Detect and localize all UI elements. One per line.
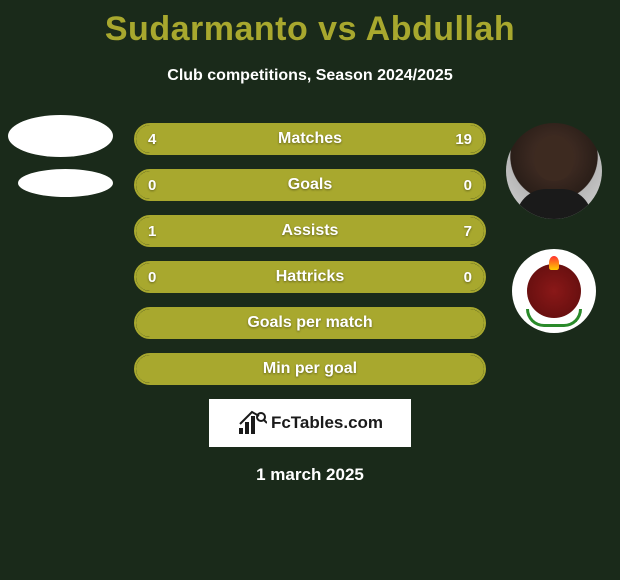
stat-row: Min per goal [134, 353, 486, 385]
stat-label: Goals [288, 176, 332, 194]
stat-value-right: 19 [455, 131, 472, 148]
stat-label: Assists [282, 222, 339, 240]
stat-value-right: 0 [464, 177, 472, 194]
stat-value-left: 0 [148, 177, 156, 194]
date-label: 1 march 2025 [0, 465, 620, 485]
stat-value-left: 0 [148, 269, 156, 286]
page-title: Sudarmanto vs Abdullah [0, 0, 620, 49]
branding-text: FcTables.com [271, 413, 383, 433]
branding-banner[interactable]: FcTables.com [209, 399, 411, 447]
stat-fill-left [136, 125, 195, 153]
stat-value-left: 4 [148, 131, 156, 148]
stat-row: 1 Assists 7 [134, 215, 486, 247]
stats-list: 4 Matches 19 0 Goals 0 1 Assists 7 0 Hattricks 0 Goa… [0, 123, 620, 385]
stat-row: 4 Matches 19 [134, 123, 486, 155]
stat-label: Hattricks [276, 268, 344, 286]
stat-value-right: 7 [464, 223, 472, 240]
fctables-logo-icon [237, 410, 267, 436]
stat-label: Goals per match [247, 314, 372, 332]
stat-value-right: 0 [464, 269, 472, 286]
stat-row: 0 Hattricks 0 [134, 261, 486, 293]
stat-row: Goals per match [134, 307, 486, 339]
stat-row: 0 Goals 0 [134, 169, 486, 201]
stat-fill-left [136, 217, 181, 245]
subtitle: Club competitions, Season 2024/2025 [0, 67, 620, 85]
stat-label: Min per goal [263, 360, 357, 378]
stat-value-left: 1 [148, 223, 156, 240]
stat-label: Matches [278, 130, 342, 148]
